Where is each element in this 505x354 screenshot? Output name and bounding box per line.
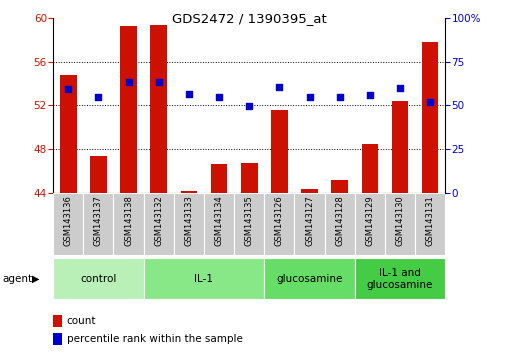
Bar <box>53 258 143 299</box>
Bar <box>331 180 347 193</box>
Text: IL-1 and
glucosamine: IL-1 and glucosamine <box>366 268 432 290</box>
Point <box>124 80 132 85</box>
Text: GSM143138: GSM143138 <box>124 195 133 246</box>
Bar <box>173 193 204 255</box>
Text: GSM143137: GSM143137 <box>94 195 103 246</box>
Text: GSM143131: GSM143131 <box>425 195 434 246</box>
Bar <box>120 27 136 193</box>
Bar <box>294 193 324 255</box>
Bar <box>113 193 143 255</box>
Bar <box>53 333 62 345</box>
Bar <box>264 258 354 299</box>
Point <box>335 94 343 99</box>
Bar <box>143 258 264 299</box>
Point <box>275 84 283 90</box>
Bar <box>90 156 107 193</box>
Bar <box>234 193 264 255</box>
Point <box>64 86 72 92</box>
Bar <box>150 25 167 193</box>
Bar <box>354 258 444 299</box>
Point <box>155 80 163 85</box>
Text: control: control <box>80 274 116 284</box>
Bar <box>300 189 317 193</box>
Point <box>305 94 313 99</box>
Text: GSM143132: GSM143132 <box>154 195 163 246</box>
Text: GSM143136: GSM143136 <box>64 195 73 246</box>
Text: agent: agent <box>3 274 33 284</box>
Text: GSM143126: GSM143126 <box>274 195 283 246</box>
Text: GSM143130: GSM143130 <box>395 195 403 246</box>
Bar <box>384 193 414 255</box>
Bar <box>210 165 227 193</box>
Point <box>94 94 102 99</box>
Text: glucosamine: glucosamine <box>276 274 342 284</box>
Bar <box>204 193 234 255</box>
Bar <box>143 193 173 255</box>
Text: GDS2472 / 1390395_at: GDS2472 / 1390395_at <box>172 12 326 25</box>
Text: count: count <box>67 316 96 326</box>
Bar <box>324 193 354 255</box>
Bar <box>240 163 257 193</box>
Bar <box>354 193 384 255</box>
Point <box>215 94 223 99</box>
Point <box>245 104 253 109</box>
Text: ▶: ▶ <box>32 274 39 284</box>
Bar <box>83 193 113 255</box>
Bar <box>180 191 197 193</box>
Text: GSM143129: GSM143129 <box>365 195 374 246</box>
Bar <box>60 75 76 193</box>
Point <box>395 85 403 91</box>
Text: GSM143127: GSM143127 <box>305 195 314 246</box>
Bar <box>421 42 438 193</box>
Text: GSM143135: GSM143135 <box>244 195 253 246</box>
Point <box>365 93 373 98</box>
Bar <box>361 144 377 193</box>
Text: IL-1: IL-1 <box>194 274 213 284</box>
Bar <box>414 193 444 255</box>
Text: percentile rank within the sample: percentile rank within the sample <box>67 334 242 344</box>
Bar <box>264 193 294 255</box>
Text: GSM143134: GSM143134 <box>214 195 223 246</box>
Point <box>184 92 192 97</box>
Text: GSM143133: GSM143133 <box>184 195 193 246</box>
Bar <box>53 315 62 327</box>
Bar <box>391 101 408 193</box>
Text: GSM143128: GSM143128 <box>334 195 343 246</box>
Point <box>425 99 433 105</box>
Bar <box>271 110 287 193</box>
Bar <box>53 193 83 255</box>
